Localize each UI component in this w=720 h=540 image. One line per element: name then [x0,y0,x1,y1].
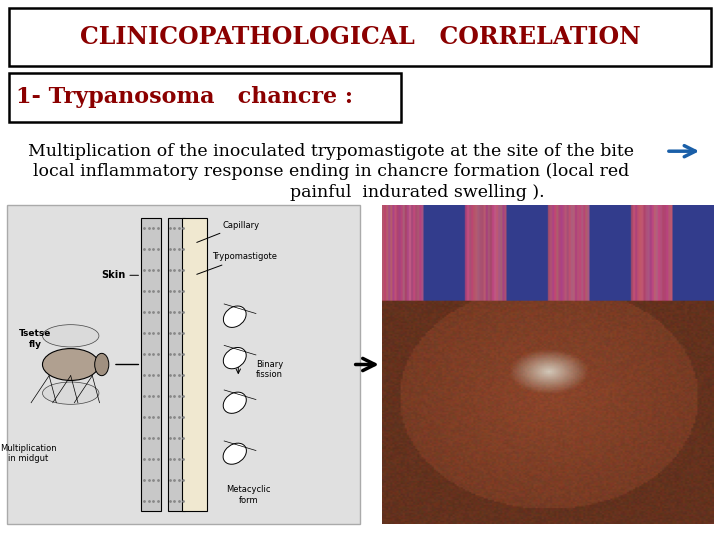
Ellipse shape [223,443,246,464]
Ellipse shape [223,306,246,327]
Ellipse shape [42,382,99,404]
Ellipse shape [223,347,246,369]
Bar [182,218,207,511]
Bar [141,218,161,511]
Text: Capillary: Capillary [197,220,259,242]
Bar [168,218,185,511]
FancyBboxPatch shape [9,8,711,66]
Ellipse shape [223,392,246,413]
Text: Tsetse
fly: Tsetse fly [19,329,52,349]
Text: Trypomastigote: Trypomastigote [197,252,276,274]
Text: painful  indurated swelling ).: painful indurated swelling ). [290,184,545,201]
Ellipse shape [42,349,99,381]
Ellipse shape [42,325,99,347]
Text: local inflammatory response ending in chancre formation (local red: local inflammatory response ending in ch… [33,163,629,180]
Ellipse shape [95,353,109,376]
Text: Multiplication of the inoculated trypomastigote at the site of the bite: Multiplication of the inoculated trypoma… [28,143,634,160]
Text: Skin: Skin [101,271,125,280]
FancyBboxPatch shape [9,73,401,122]
Text: Binary
fission: Binary fission [256,360,283,379]
Text: 1- Trypanosoma   chancre :: 1- Trypanosoma chancre : [16,86,353,108]
Text: Metacyclic
form: Metacyclic form [227,485,271,505]
Text: CLINICOPATHOLOGICAL   CORRELATION: CLINICOPATHOLOGICAL CORRELATION [80,25,640,49]
FancyBboxPatch shape [7,205,360,524]
Text: Multiplication
in midgut: Multiplication in midgut [0,444,57,463]
